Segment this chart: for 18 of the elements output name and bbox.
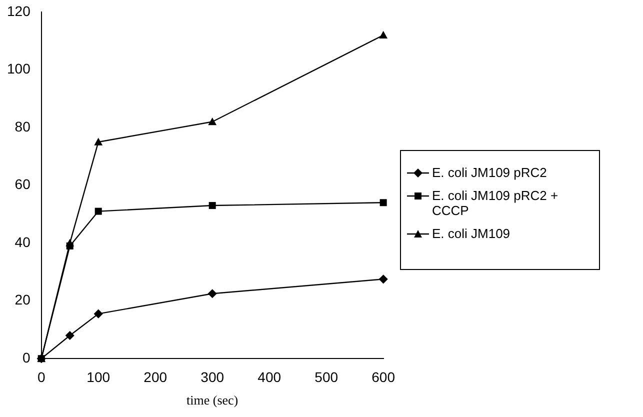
y-tick-label: 20 — [14, 292, 31, 308]
x-tick-label: 100 — [86, 368, 110, 385]
y-tick-label: 100 — [7, 60, 31, 77]
x-tick-label: 500 — [314, 368, 338, 385]
x-tick-label: 400 — [258, 368, 282, 385]
x-axis-title: time (sec) — [186, 392, 238, 408]
legend-label: E. coli JM109 pRC2 + CCCP — [432, 188, 560, 218]
legend-label: E. coli JM109 — [432, 226, 512, 241]
y-tick-label: 0 — [22, 349, 31, 366]
legend-label: E. coli JM109 pRC2 — [432, 165, 548, 180]
y-tick-label: 60 — [14, 176, 31, 192]
x-tick-label: 0 — [37, 368, 46, 385]
x-tick-label: 200 — [144, 368, 168, 385]
y-tick-label: 40 — [14, 234, 31, 250]
y-tick-label: 120 — [7, 2, 31, 19]
x-tick-label: 300 — [200, 368, 224, 385]
y-tick-label: 80 — [14, 118, 31, 134]
x-tick-label: 600 — [372, 368, 396, 385]
